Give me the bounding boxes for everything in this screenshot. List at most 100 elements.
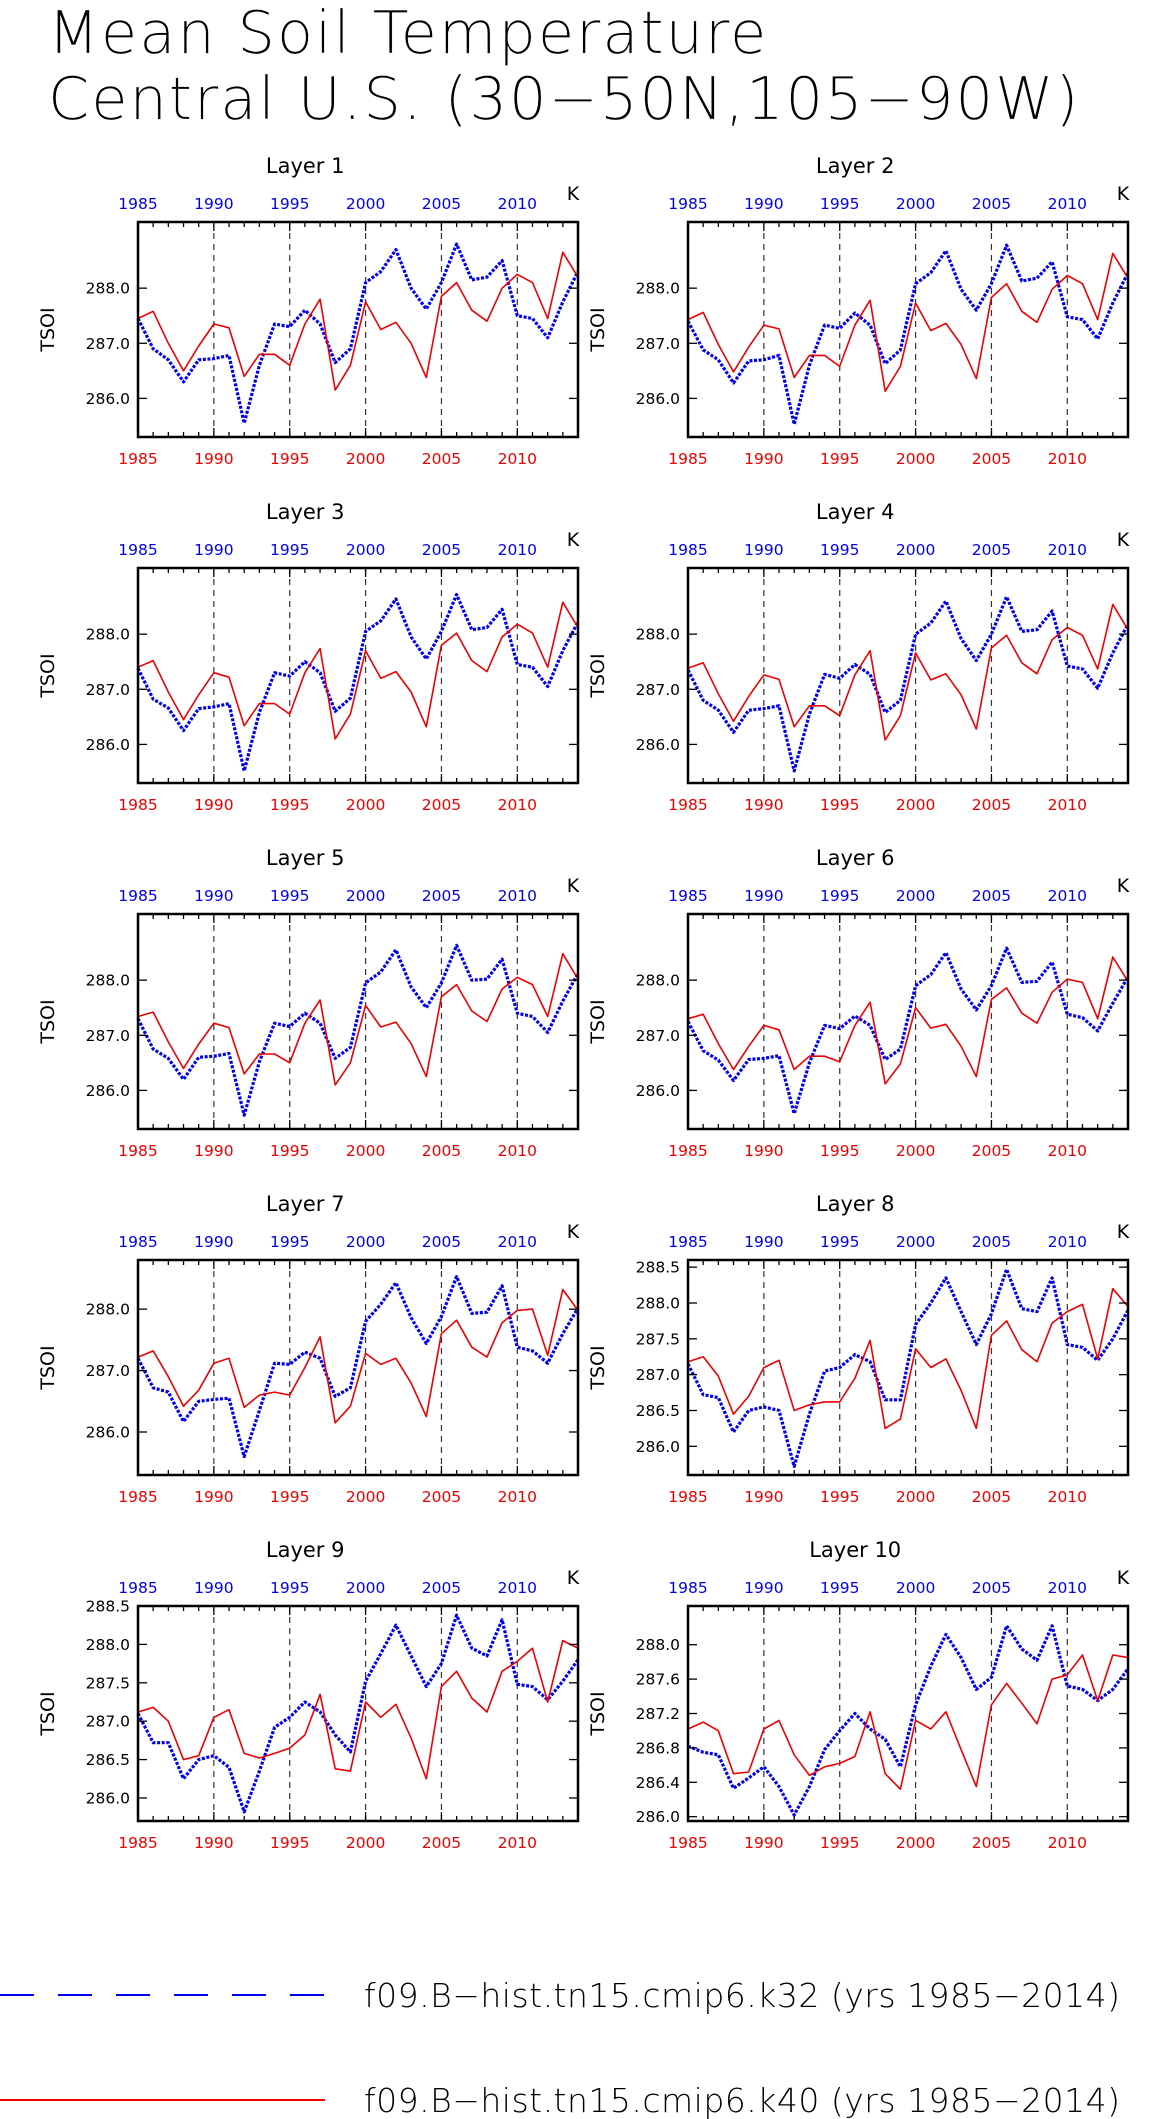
x-tick-label-bottom: 1990 [744,1488,783,1506]
y-tick-label: 288.0 [636,1636,680,1654]
chart-panel-10: 1985 1985 1990 1990 1995 1995 2000 2000 2005 2005… [587,1538,1130,1852]
x-tick-label-top: 2000 [896,1233,935,1251]
series-k32-line [136,1274,580,1459]
x-tick-label-bottom: 2010 [498,450,537,468]
y-tick-label: 287.0 [86,681,130,699]
series-k40-line [687,1654,1129,1790]
x-tick-label-top: 1995 [820,195,859,213]
y-tick-label: 287.0 [636,335,680,353]
x-tick-label-top: 2010 [1048,195,1087,213]
chart-panel-9: 1985 1985 1990 1990 1995 1995 2000 2000 2005 2005… [37,1538,580,1852]
chart-panels: 1985 1985 1990 1990 1995 1995 2000 2000 2005 2005… [37,154,1130,1852]
x-tick-label-bottom: 1990 [744,1142,783,1160]
units-label: K [567,1567,580,1589]
units-label: K [567,529,580,551]
x-tick-label-bottom: 1985 [668,1142,707,1160]
y-tick-label: 288.5 [636,1259,680,1277]
units-label: K [567,183,580,205]
plot-frame [136,1604,580,1823]
plot-frame [686,912,1130,1131]
x-tick-label-bottom: 2000 [896,796,935,814]
x-tick-label-top: 2000 [896,1579,935,1597]
x-tick-label-bottom: 2000 [346,1142,385,1160]
x-tick-label-bottom: 2010 [1048,450,1087,468]
y-tick-label: 288.0 [86,280,130,298]
x-tick-label-bottom: 1985 [118,1834,157,1852]
x-tick-label-bottom: 2005 [972,1488,1011,1506]
x-tick-label-top: 2005 [972,195,1011,213]
x-tick-label-top: 1995 [270,887,309,905]
y-tick-label: 288.0 [86,1301,130,1319]
series-k32-line [687,1624,1130,1817]
x-tick-label-bottom: 1985 [118,796,157,814]
y-tick-label: 287.5 [86,1674,130,1692]
panel-title: Layer 9 [266,1538,345,1562]
x-tick-label-top: 1995 [820,541,859,559]
x-tick-label-top: 2000 [896,887,935,905]
y-tick-label: 287.0 [636,681,680,699]
x-tick-label-top: 1995 [820,1233,859,1251]
x-tick-label-bottom: 1995 [820,450,859,468]
x-tick-label-top: 2000 [346,1233,385,1251]
y-tick-label: 286.0 [636,1438,680,1456]
x-tick-label-top: 2010 [498,1579,537,1597]
y-tick-label: 286.8 [636,1739,680,1757]
series-k32-line [686,595,1130,773]
series-k32-line [686,1267,1130,1469]
x-tick-label-top: 1995 [270,541,309,559]
x-tick-label-bottom: 2005 [972,1142,1011,1160]
x-tick-label-top: 2010 [498,1233,537,1251]
x-tick-label-bottom: 2000 [896,450,935,468]
y-axis-label: TSOI [37,653,59,698]
plot-frame [136,1258,580,1477]
y-axis-label: TSOI [587,999,609,1044]
panel-title: Layer 3 [266,500,345,524]
x-tick-label-top: 2005 [972,541,1011,559]
x-tick-label-top: 1995 [820,1579,859,1597]
x-tick-label-top: 2005 [972,1579,1011,1597]
x-tick-label-top: 1990 [744,1233,783,1251]
y-tick-label: 286.0 [636,736,680,754]
x-tick-label-bottom: 1990 [194,450,233,468]
x-tick-label-bottom: 2000 [896,1488,935,1506]
x-tick-label-bottom: 1990 [194,1834,233,1852]
title-block: Mean Soil Temperature Central U.S. (30−5… [48,0,1148,132]
panel-title: Layer 6 [816,846,895,870]
x-tick-label-bottom: 2005 [422,796,461,814]
series-k32-line [136,1613,580,1814]
x-tick-label-top: 1985 [118,1233,157,1251]
series-k40-line [137,251,579,391]
y-tick-label: 288.0 [86,626,130,644]
series-k40-line [687,252,1129,393]
y-axis-label: TSOI [37,1691,59,1736]
x-tick-label-bottom: 2010 [498,1142,537,1160]
series-k40-line [137,952,579,1086]
y-tick-label: 287.6 [636,1671,680,1689]
x-tick-label-bottom: 2005 [972,1834,1011,1852]
x-tick-label-bottom: 1990 [194,1142,233,1160]
plot-frame [686,1604,1130,1823]
chart-panel-4: 1985 1985 1990 1990 1995 1995 2000 2000 2005 2005… [587,500,1130,814]
x-tick-label-bottom: 1995 [820,1488,859,1506]
plot-frame [136,912,580,1131]
y-tick-label: 287.0 [636,1366,680,1384]
x-tick-label-bottom: 2000 [346,1488,385,1506]
plot-frame [686,220,1130,439]
x-tick-label-top: 2000 [346,195,385,213]
y-tick-label: 287.0 [86,335,130,353]
x-tick-label-top: 1985 [668,541,707,559]
x-tick-label-bottom: 1995 [820,1834,859,1852]
x-tick-label-top: 2010 [1048,887,1087,905]
legend-label-1: f09.B−hist.tn15.cmip6.k32 (yrs 1985−2014… [364,1976,1121,2015]
x-tick-label-top: 2005 [422,195,461,213]
x-tick-label-top: 2005 [422,887,461,905]
y-tick-label: 286.5 [636,1402,680,1420]
units-label: K [1117,875,1130,897]
x-tick-label-bottom: 2010 [1048,1834,1087,1852]
x-tick-label-top: 2000 [896,195,935,213]
x-tick-label-top: 2005 [422,1233,461,1251]
x-tick-label-top: 1985 [118,887,157,905]
x-tick-label-bottom: 2005 [972,450,1011,468]
x-tick-label-top: 1990 [744,887,783,905]
y-tick-label: 288.0 [86,1636,130,1654]
